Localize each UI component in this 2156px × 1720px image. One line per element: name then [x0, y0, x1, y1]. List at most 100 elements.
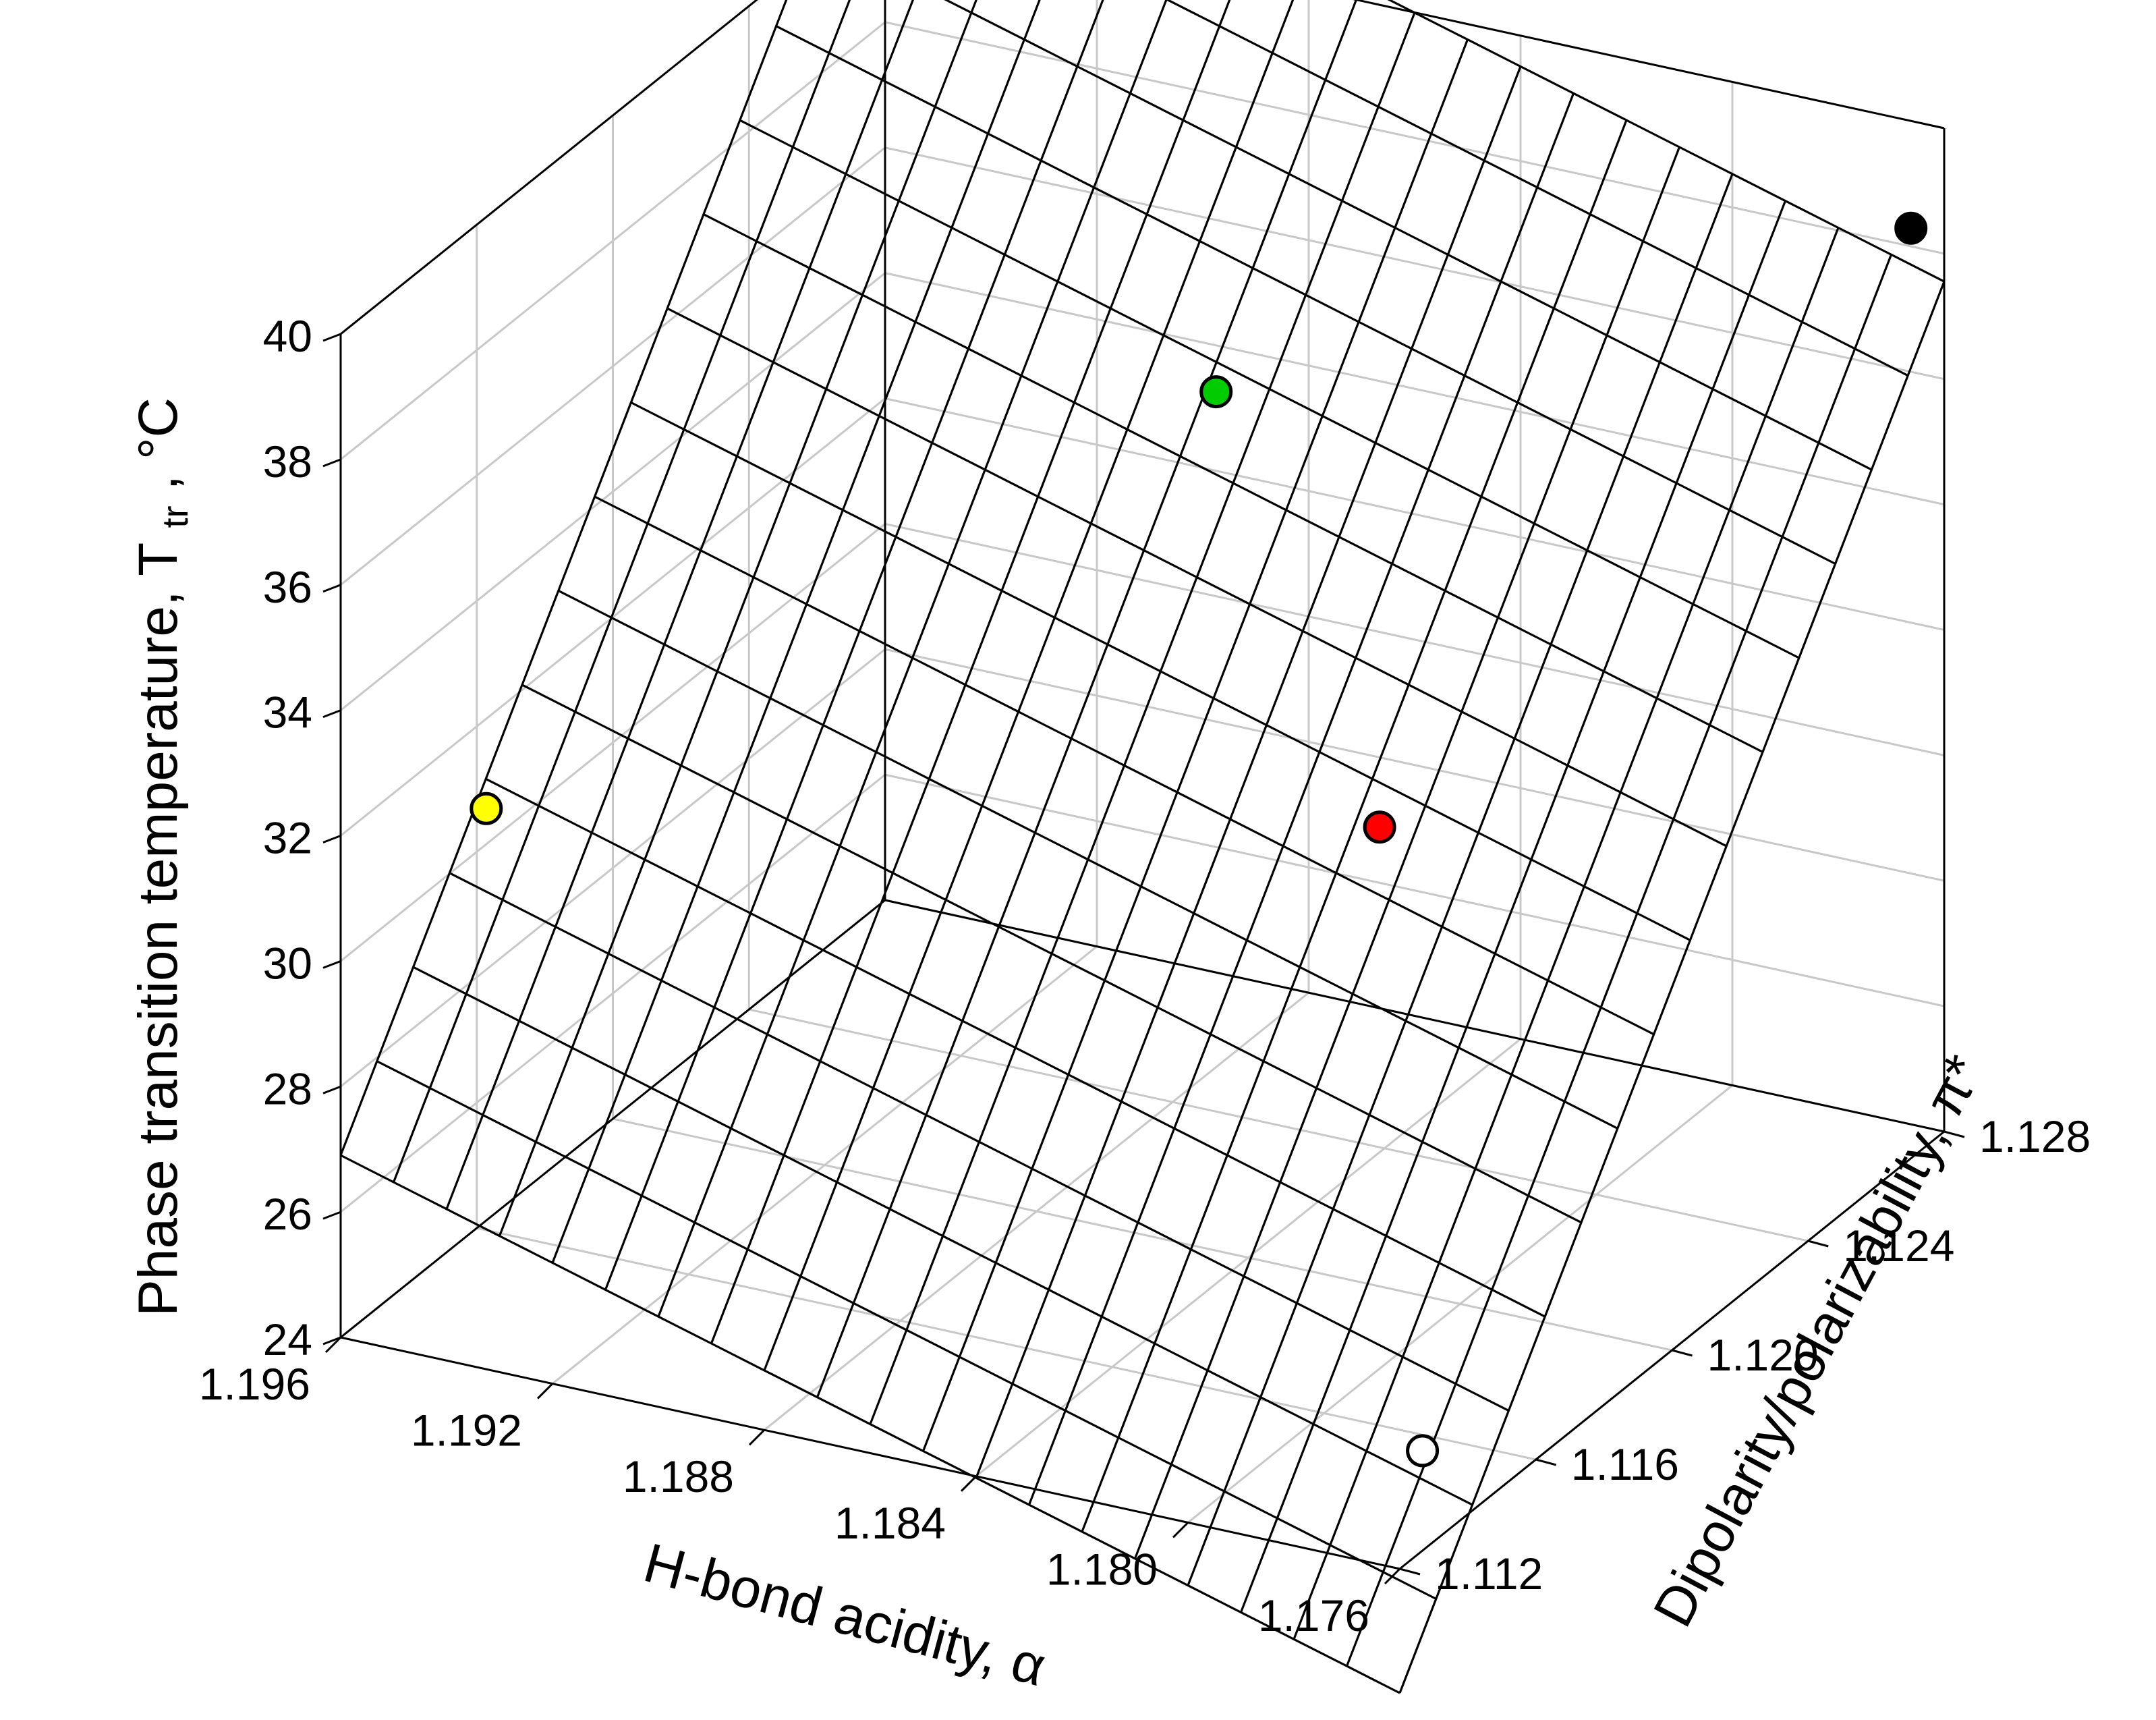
mesh-line-pi [703, 213, 1763, 753]
mesh-line-alpha [499, 0, 977, 1237]
frame-floor-left-edge [340, 899, 886, 1339]
mesh-line-alpha [604, 0, 1104, 1290]
z-tick-label: 36 [263, 562, 312, 612]
x-axis-line [340, 1336, 1400, 1570]
gridline-back-left-horizontal [884, 648, 1945, 882]
y-tick-label: 1.112 [1435, 1549, 1543, 1599]
mesh-line-pi [412, 966, 1473, 1506]
mesh-line-pi [594, 495, 1655, 1036]
gridline-back-left-horizontal [884, 21, 1945, 255]
z-tick-mark [322, 333, 341, 342]
mesh-line-pi [630, 401, 1691, 941]
z-tick-label: 34 [263, 688, 312, 738]
frame-top-left-edge [340, 0, 758, 335]
x-tick-label: 1.192 [411, 1406, 522, 1455]
mesh-line-pi [666, 307, 1727, 848]
data-point [1199, 375, 1233, 409]
z-tick-mark [322, 458, 341, 468]
mesh-line-alpha [1293, 227, 1840, 1640]
z-tick-mark [322, 1336, 341, 1346]
mesh-line-pi [449, 872, 1510, 1412]
x-tick-label: 1.196 [199, 1359, 310, 1409]
mesh-line-alpha [657, 0, 1168, 1317]
z-tick-mark [322, 584, 341, 593]
mesh-line-alpha [393, 0, 851, 1183]
mesh-line-alpha [975, 65, 1522, 1478]
z-axis-title: Phase transition temperature, T tr , °C [127, 397, 200, 1316]
x-tick-mark [324, 1336, 342, 1354]
mesh-line-alpha [1398, 281, 1946, 1694]
x-tick-mark [1172, 1522, 1189, 1538]
z-tick-label: 24 [263, 1314, 312, 1364]
y-tick-label: 1.128 [1979, 1111, 2091, 1161]
axis-frame [339, 0, 1946, 1570]
y-tick-label: 1.124 [1843, 1221, 1954, 1271]
x-tick-mark [536, 1383, 554, 1399]
mesh-line-pi [1165, 0, 1908, 377]
gridline-back-left-horizontal [884, 522, 1945, 756]
back-wall-gridlines [339, 0, 1946, 1570]
data-points [470, 211, 1928, 1468]
y-tick-label: 1.116 [1571, 1439, 1679, 1489]
mesh-line-alpha [1081, 119, 1628, 1532]
mesh-line-pi [521, 684, 1582, 1224]
x-axis-title: H-bond acidity, α [637, 1532, 1052, 1698]
mesh-line-alpha [1134, 146, 1680, 1559]
gridline-floor-y [748, 1008, 1809, 1242]
mesh-line-alpha [710, 0, 1231, 1344]
mesh-line-pi [739, 119, 1800, 659]
mesh-line-pi [340, 1154, 1400, 1694]
mesh-line-pi [775, 25, 1836, 565]
z-tick-mark [322, 709, 341, 719]
z-tick-mark [322, 835, 341, 843]
y-tick-mark [1672, 1349, 1693, 1357]
x-tick-mark [748, 1429, 766, 1446]
x-tick-mark [960, 1475, 977, 1492]
mesh-line-alpha [445, 0, 915, 1210]
x-tick-label: 1.176 [1258, 1590, 1369, 1640]
z-tick-mark [322, 1211, 341, 1220]
z-axis-title-tail: , °C [127, 397, 189, 491]
gridline-back-left-horizontal [884, 146, 1945, 381]
data-point [470, 792, 503, 825]
gridline-back-left-horizontal [884, 773, 1945, 1007]
mesh-line-pi [485, 777, 1545, 1318]
mesh-line-alpha [1346, 254, 1892, 1667]
z-axis-title-main: Phase transition temperature, T [127, 543, 189, 1316]
y-tick-mark [1944, 1130, 1965, 1138]
mesh-line-pi [1387, 0, 1945, 283]
mesh-line-alpha [816, 0, 1358, 1398]
y-tick-label: 1.120 [1707, 1330, 1819, 1380]
mesh-line-pi [558, 589, 1618, 1130]
regression-plane-mesh [339, 0, 1946, 1694]
mesh-line-pi [376, 1060, 1437, 1600]
gridline-back-left-horizontal [1353, 0, 1945, 130]
y-tick-mark [1535, 1458, 1557, 1466]
z-tick-label: 40 [263, 311, 312, 361]
mesh-line-alpha [869, 12, 1416, 1425]
z-tick-label: 38 [263, 437, 312, 487]
x-tick-label: 1.180 [1046, 1544, 1158, 1594]
data-point [1406, 1434, 1440, 1468]
z-tick-label: 28 [263, 1063, 312, 1113]
gridline-back-left-horizontal [884, 397, 1945, 631]
y-axis-title: Dipolarity/polarizability, π* [1642, 1045, 1995, 1636]
mesh-line-alpha [1187, 173, 1734, 1586]
z-tick-label: 30 [263, 938, 312, 988]
z-tick-mark [322, 960, 341, 969]
gridline-back-left-horizontal [884, 272, 1945, 506]
data-point [1363, 810, 1396, 844]
mesh-line-alpha [763, 0, 1295, 1371]
z-axis-title-sub: tr [155, 505, 196, 528]
axis-ticks: 24 26 28 30 32 34 36 38 40 1.196 1.192 1.188 1.184 1.… [199, 311, 2091, 1640]
gridline-floor-y [476, 1227, 1537, 1461]
mesh-line-alpha [1028, 92, 1575, 1505]
mesh-line-alpha [922, 39, 1469, 1451]
mesh-line-alpha [551, 0, 1041, 1264]
frame-top-back-edge [1353, 0, 1945, 130]
mesh-line-alpha [339, 0, 788, 1156]
x-tick-label: 1.184 [834, 1498, 946, 1548]
mesh-line-pi [944, 0, 1873, 471]
frame-floor-back-edge [884, 899, 1945, 1133]
